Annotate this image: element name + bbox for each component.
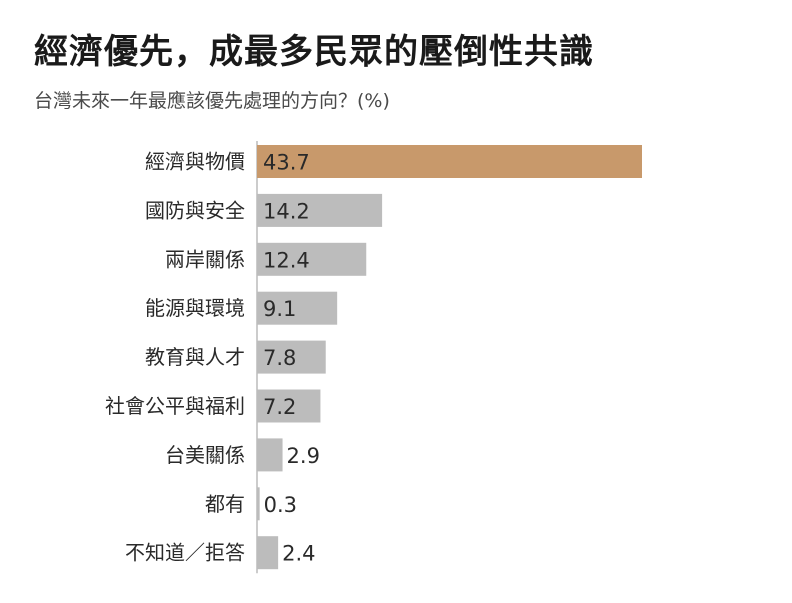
value-label: 14.2 (263, 199, 310, 223)
category-label: 教育與人才 (145, 345, 245, 369)
bar (257, 438, 283, 472)
bar (257, 242, 367, 276)
category-label: 不知道／拒答 (125, 541, 245, 565)
category-label: 社會公平與福利 (105, 394, 245, 418)
bar (257, 487, 260, 521)
category-label: 兩岸關係 (165, 247, 245, 271)
bar (257, 145, 642, 178)
value-label: 43.7 (263, 151, 310, 175)
bar (257, 193, 383, 227)
category-label: 能源與環境 (145, 296, 245, 320)
value-label: 2.9 (287, 444, 320, 468)
value-label: 7.8 (263, 346, 296, 370)
value-label: 2.4 (282, 542, 315, 566)
value-label: 0.3 (264, 493, 297, 517)
category-label: 經濟與物價 (145, 150, 245, 174)
chart-subtitle: 台灣未來一年最應該優先處理的方向？(%) (34, 90, 390, 112)
bar (257, 291, 338, 325)
category-label: 都有 (205, 492, 245, 516)
bar (257, 340, 326, 374)
category-label: 台美關係 (165, 443, 245, 467)
value-label: 9.1 (263, 297, 296, 321)
value-label: 12.4 (263, 248, 310, 272)
chart-title: 經濟優先，成最多民眾的壓倒性共識 (34, 32, 594, 72)
bar (257, 536, 279, 570)
value-label: 7.2 (263, 395, 296, 419)
category-label: 國防與安全 (145, 198, 245, 222)
bar (257, 389, 321, 423)
